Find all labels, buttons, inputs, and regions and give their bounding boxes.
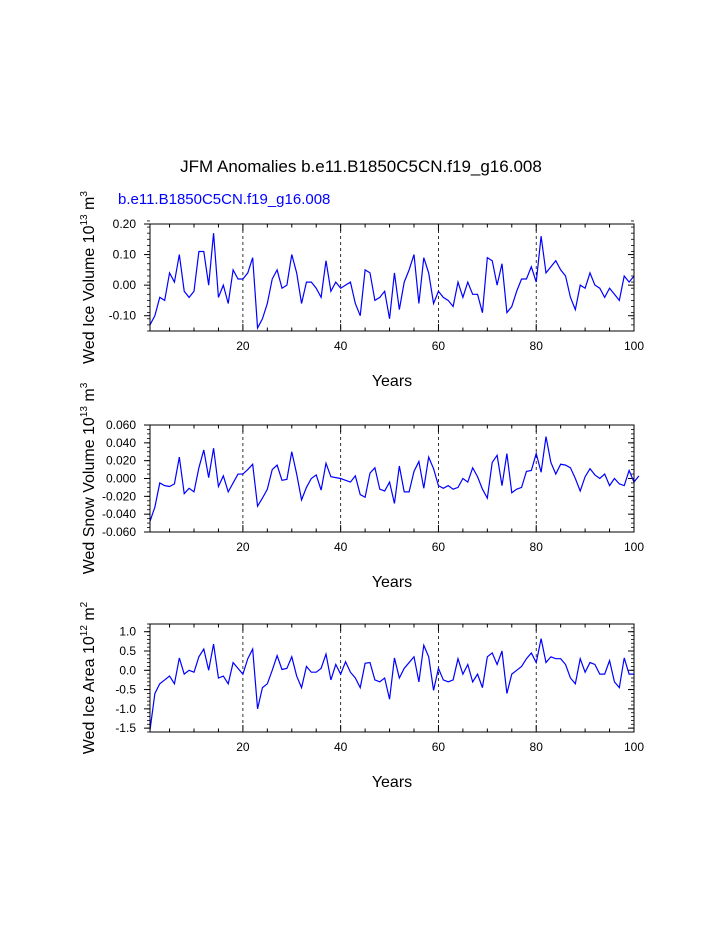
ice-volume-xlabel: Years (372, 373, 412, 390)
snow-volume-xlabel: Years (372, 574, 412, 591)
snow-volume-ylabel: Wed Snow Volume 1013 m3 (79, 382, 98, 574)
ice-volume-line (149, 233, 635, 331)
xtick-label: 80 (530, 540, 544, 554)
ice-area-ylabel: Wed Ice Area 1012 m2 (79, 601, 98, 754)
panel-snow-volume: -0.060 -0.040 -0.020 0.000 0.020 0.040 0.060 2… (79, 382, 644, 591)
ice-volume-ylabel: Wed Ice Volume 1013 m3 (79, 191, 98, 364)
ytick-label: 0.020 (106, 454, 136, 468)
xtick-label: 20 (236, 540, 250, 554)
ytick-label: 0.040 (106, 436, 136, 450)
ytick-label: -0.020 (102, 489, 136, 503)
snow-volume-plot-frame (149, 424, 635, 533)
xtick-label: 100 (624, 339, 644, 353)
ytick-label: -0.10 (109, 309, 137, 323)
ytick-label: 1.0 (119, 625, 136, 639)
xtick-label: 80 (530, 339, 544, 353)
xtick-label: 60 (432, 540, 446, 554)
panel-ice-volume: -0.10 0.00 0.10 0.20 20 40 60 80 100 Years Wed … (79, 191, 644, 390)
ytick-label: 0.000 (106, 472, 136, 486)
xtick-label: 40 (334, 339, 348, 353)
ytick-label: -1.0 (115, 702, 136, 716)
ice-volume-plot-frame (149, 223, 635, 332)
xtick-label: 100 (624, 540, 644, 554)
ytick-label: 0.5 (119, 644, 136, 658)
ytick-label: -1.5 (115, 721, 136, 735)
ytick-label: 0.20 (113, 217, 137, 231)
xtick-label: 80 (530, 740, 544, 754)
xtick-label: 20 (236, 740, 250, 754)
xtick-label: 40 (334, 540, 348, 554)
ytick-label: -0.040 (102, 507, 136, 521)
ice-area-line (149, 638, 634, 731)
ytick-label: 0.060 (106, 418, 136, 432)
case-label: b.e11.B1850C5CN.f19_g16.008 (118, 191, 330, 208)
panel-ice-area: -1.5-1.0-0.50.00.51.0 20 40 60 80 100 Years … (79, 601, 644, 791)
ytick-label: -0.060 (102, 525, 136, 539)
xtick-label: 40 (334, 740, 348, 754)
xtick-label: 20 (236, 339, 250, 353)
ytick-label: 0.10 (113, 248, 137, 262)
ytick-label: 0.0 (119, 663, 136, 677)
ytick-label: -0.5 (115, 683, 136, 697)
ice-area-plot-frame (149, 623, 635, 733)
xtick-label: 60 (432, 339, 446, 353)
figure-title: JFM Anomalies b.e11.B1850C5CN.f19_g16.00… (180, 157, 542, 176)
snow-volume-line (149, 436, 640, 522)
ice-area-xlabel: Years (372, 774, 412, 791)
xtick-label: 60 (432, 740, 446, 754)
ytick-label: 0.00 (113, 278, 137, 292)
xtick-label: 100 (624, 740, 644, 754)
